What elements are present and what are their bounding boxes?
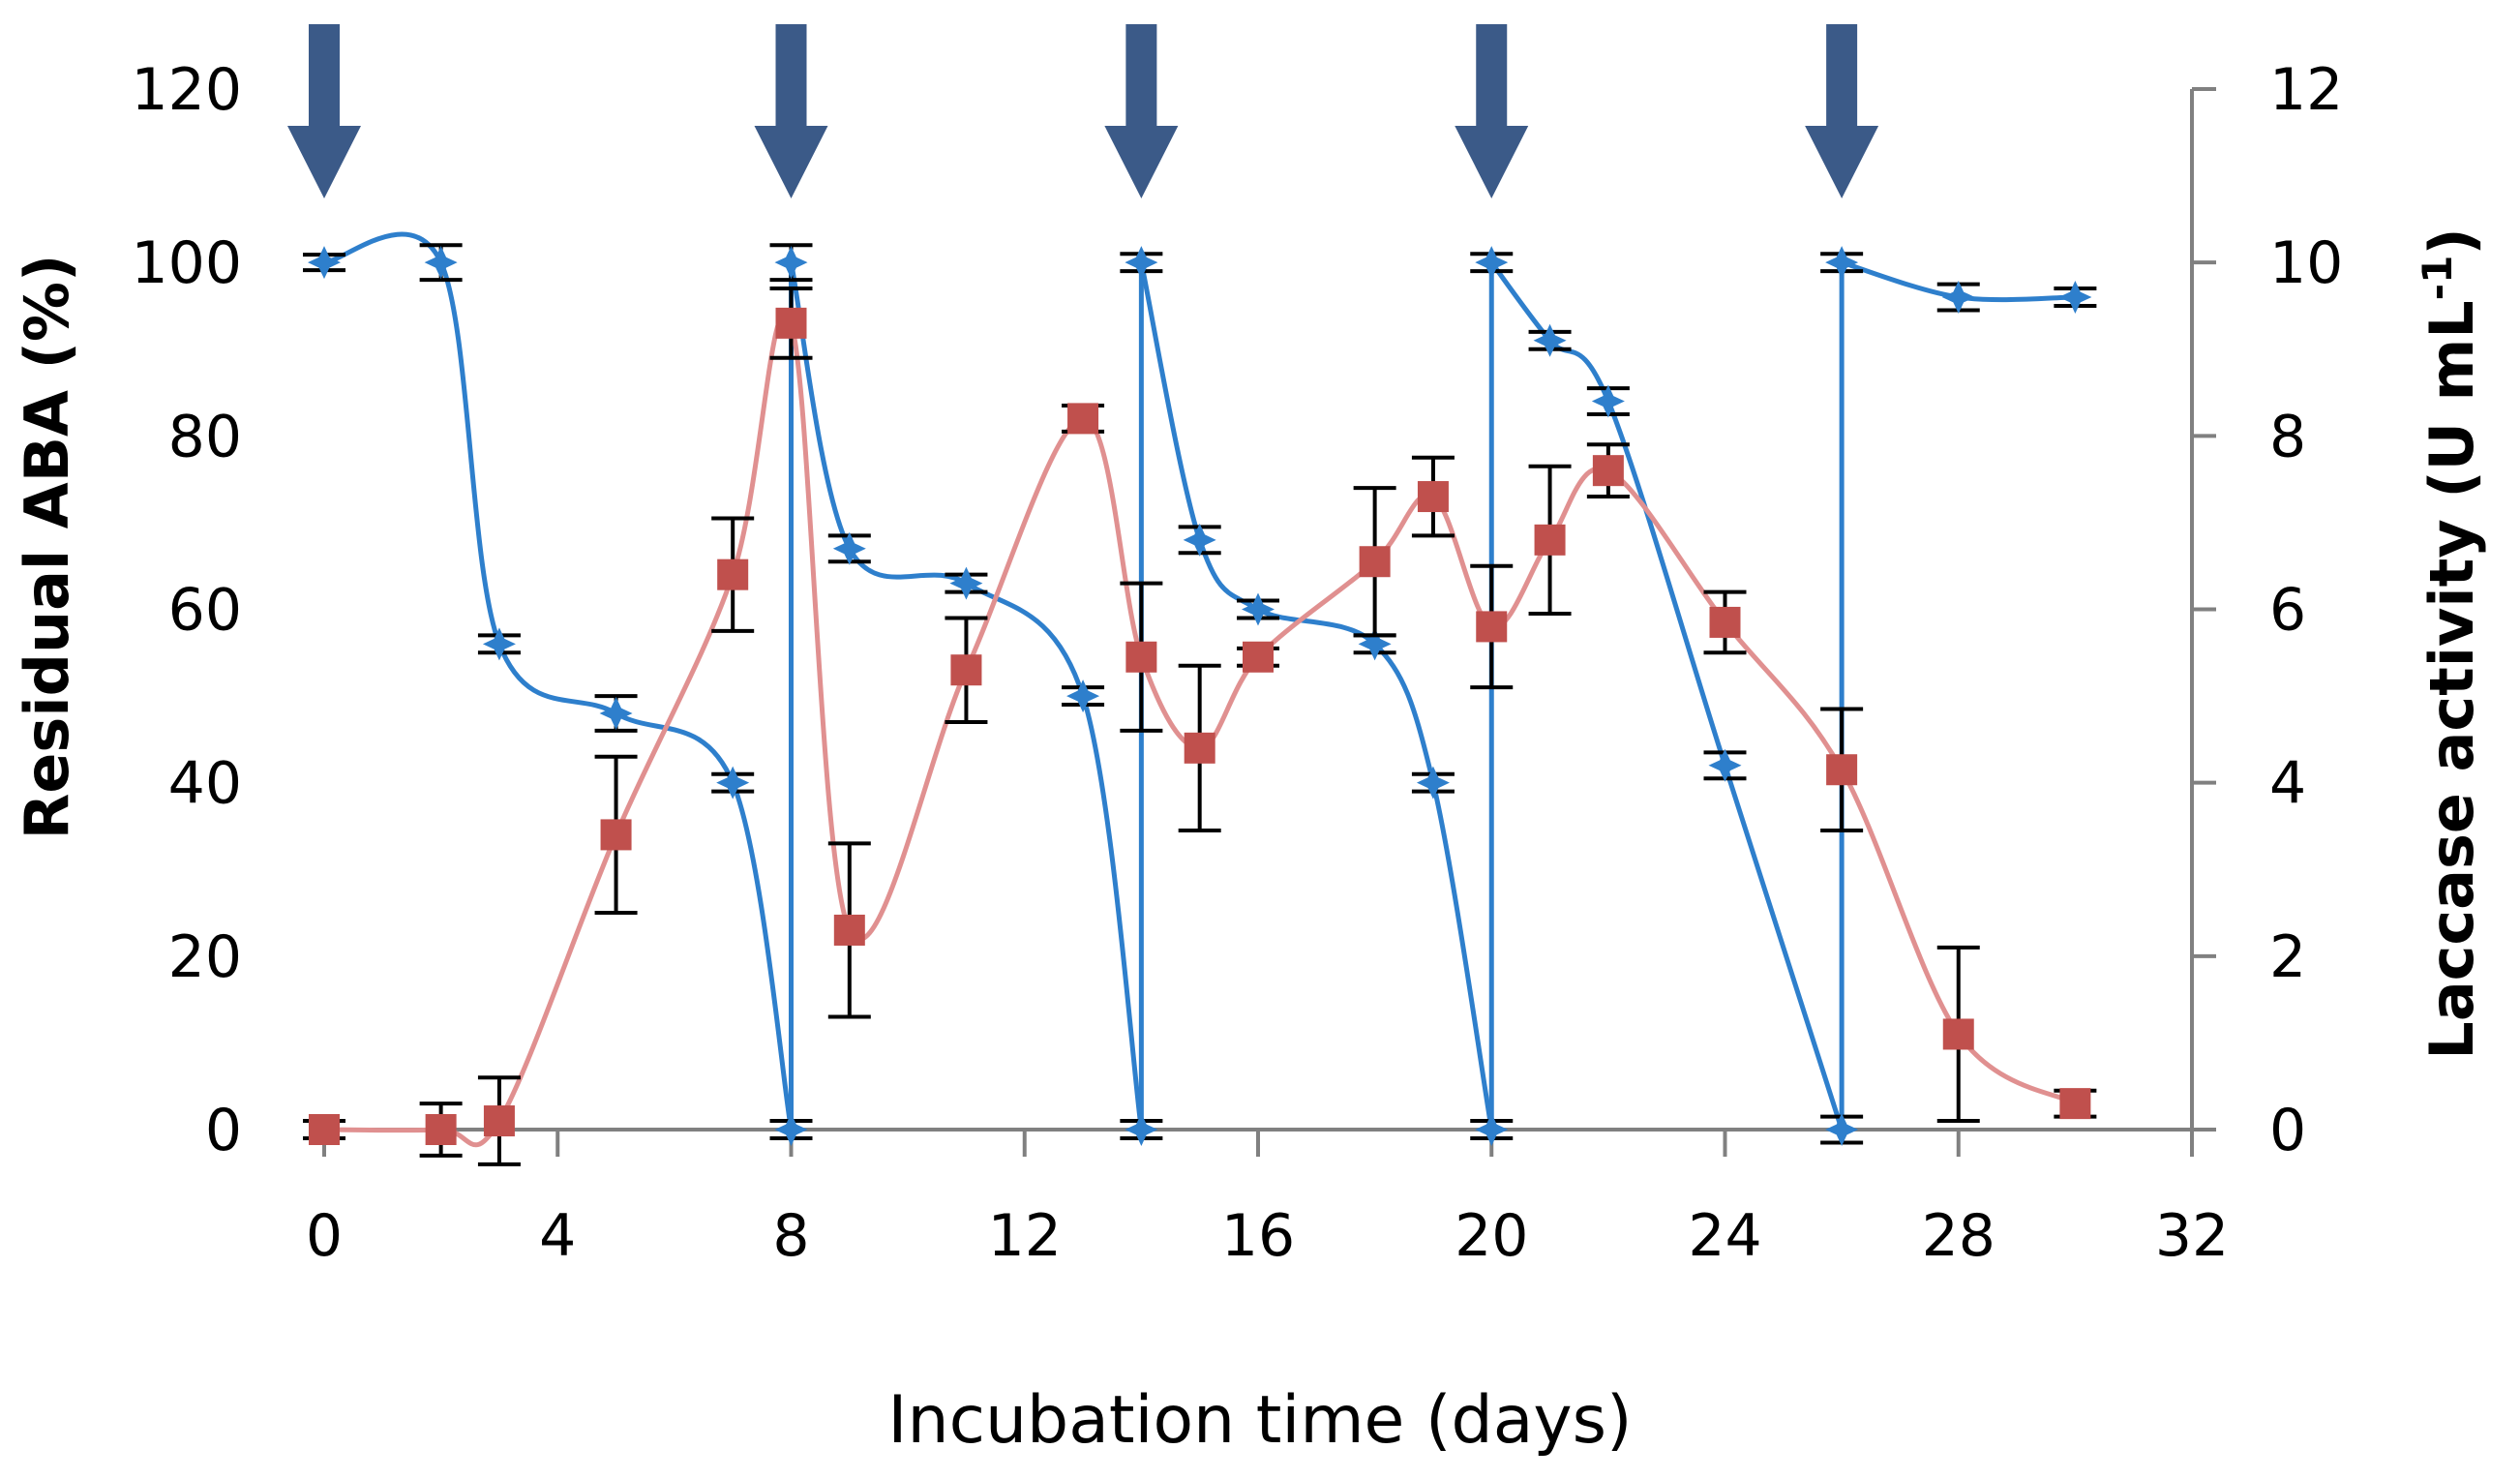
y-right-tick-label: 10 [2269,229,2343,297]
x-tick-label: 24 [1688,1202,1761,1270]
addition-arrow-icon [1805,24,1879,198]
residual-line [1138,261,1494,1131]
residual-point [1475,1113,1509,1146]
residual-line [789,261,1144,1131]
laccase-point [775,307,807,339]
residual-point [1358,627,1392,661]
laccase-point [1184,732,1215,764]
y-left-tick-label: 100 [131,229,242,297]
x-axis-title: Incubation time (days) [887,1382,1632,1459]
residual-line [323,231,794,1131]
addition-arrow-icon [754,24,828,198]
y-left-tick-label: 20 [168,923,242,991]
laccase-point [1942,1018,1974,1050]
laccase-point [483,1105,515,1137]
y-left-tick-label: 120 [131,56,242,124]
residual-point [1475,246,1509,280]
residual-point [308,246,341,280]
residual-point [774,246,808,280]
residual-point [1066,679,1100,713]
laccase-series-group [303,287,2097,1166]
y-left-tick-label: 0 [205,1097,242,1164]
axes-group [322,87,2216,1157]
residual-point [482,627,516,661]
residual-point [1183,523,1216,557]
residual-point [1941,281,1975,314]
laccase-point [717,558,749,590]
residual-point [1125,246,1158,280]
laccase-point [1125,641,1157,673]
residual-point [774,1113,808,1146]
residual-point [1825,1113,1859,1146]
laccase-point [309,1114,340,1145]
y-right-tick-label: 12 [2269,56,2343,124]
residual-point [424,246,458,280]
y-left-axis-title: Residual ABA (%) [12,255,82,840]
y-right-axis-title: Laccase activity (U mL-1) [2414,227,2487,1059]
y-left-tick-label: 60 [168,577,242,645]
laccase-point [600,819,632,851]
y-right-tick-label: 2 [2269,923,2306,991]
laccase-point [1826,754,1858,786]
residual-point [1416,766,1450,800]
residual-point [1825,246,1859,280]
x-tick-label: 16 [1221,1202,1295,1270]
laccase-point [1243,641,1274,673]
laccase-point [833,914,865,946]
y-left-tick-label: 40 [168,750,242,818]
residual-point [949,566,983,600]
x-tick-label: 20 [1455,1202,1528,1270]
x-tick-label: 32 [2155,1202,2229,1270]
residual-point [832,531,866,565]
laccase-point [1067,403,1099,435]
residual-point [599,697,633,730]
laccase-point [950,654,982,686]
residual-point [1591,384,1625,418]
laccase-point [1359,546,1391,578]
x-tick-label: 0 [306,1202,343,1270]
addition-arrow-icon [287,24,361,198]
y-left-tick-label: 80 [168,403,242,470]
y-right-tick-label: 0 [2269,1097,2306,1164]
y-right-tick-label: 4 [2269,750,2306,818]
x-tick-label: 28 [1922,1202,1995,1270]
laccase-point [1592,455,1624,487]
residual-point [1125,1113,1158,1146]
laccase-point [2059,1088,2091,1120]
laccase-point [1709,606,1741,638]
laccase-point [425,1114,457,1145]
residual-point [1708,748,1742,782]
laccase-line [323,311,2077,1148]
laccase-point [1476,611,1508,643]
arrows-group [287,24,1879,198]
residual-point [1242,592,1275,626]
addition-arrow-icon [1104,24,1179,198]
y-right-tick-label: 8 [2269,403,2306,470]
x-tick-label: 8 [772,1202,809,1270]
x-tick-label: 12 [988,1202,1062,1270]
residual-point [1533,323,1567,357]
laccase-point [1534,524,1566,556]
residual-point [716,766,750,800]
addition-arrow-icon [1455,24,1529,198]
laccase-point [1417,481,1449,513]
x-tick-label: 4 [539,1202,576,1270]
y-right-tick-label: 6 [2269,577,2306,645]
residual-point [2058,281,2092,314]
